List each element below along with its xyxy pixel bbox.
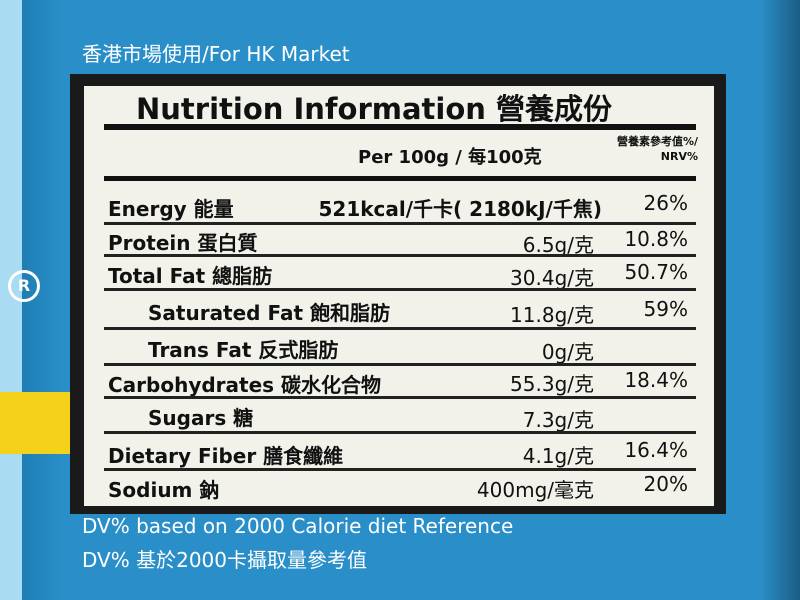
market-label: 香港市場使用/For HK Market (82, 42, 350, 66)
panel-title: Nutrition Information 營養成份 (136, 92, 613, 126)
nrv-header-line2: NRV% (660, 150, 698, 163)
row-divider (104, 288, 696, 291)
nrv-header: 營養素參考值%/ NRV% (574, 134, 698, 164)
nutrition-panel (84, 86, 714, 506)
row-divider (104, 431, 696, 434)
nutrient-nrv-saturated-fat: 59% (643, 297, 688, 321)
row-divider (104, 222, 696, 225)
nutrient-name-protein: Protein 蛋白質 (108, 231, 258, 255)
nutrient-name-carbohydrates: Carbohydrates 碳水化合物 (108, 373, 382, 397)
nutrient-nrv-energy: 26% (643, 191, 688, 215)
row-divider (104, 327, 696, 330)
per-100g-header: Per 100g / 每100克 (358, 147, 542, 168)
nutrient-amount-trans-fat: 0g/克 (541, 340, 594, 364)
nrv-header-line1: 營養素參考值%/ (616, 135, 698, 148)
nutrient-amount-total-fat: 30.4g/克 (510, 266, 594, 290)
nutrient-name-total-fat: Total Fat 總脂肪 (108, 264, 273, 288)
nutrient-name-trans-fat: Trans Fat 反式脂肪 (148, 338, 339, 362)
registered-mark-icon: R (8, 270, 40, 302)
row-divider (104, 396, 696, 399)
row-divider (104, 254, 696, 257)
header-rule (104, 176, 696, 181)
row-divider (104, 363, 696, 366)
nutrient-nrv-protein: 10.8% (624, 227, 688, 251)
dv-footnote-chinese: DV% 基於2000卡攝取量參考值 (82, 548, 367, 572)
title-rule (104, 124, 696, 130)
nutrient-nrv-dietary-fiber: 16.4% (624, 438, 688, 462)
nutrient-amount-dietary-fiber: 4.1g/克 (522, 444, 594, 468)
nutrient-nrv-carbohydrates: 18.4% (624, 368, 688, 392)
row-divider (104, 468, 696, 471)
dv-footnote-english: DV% based on 2000 Calorie diet Reference (82, 514, 514, 538)
nutrient-name-sodium: Sodium 鈉 (108, 478, 220, 502)
nutrient-name-sugars: Sugars 糖 (148, 406, 254, 430)
nutrient-amount-sugars: 7.3g/克 (522, 408, 594, 432)
nutrient-amount-saturated-fat: 11.8g/克 (510, 303, 594, 327)
nutrient-name-saturated-fat: Saturated Fat 飽和脂肪 (148, 301, 390, 325)
nutrient-amount-carbohydrates: 55.3g/克 (510, 372, 594, 396)
package-right-shade (760, 0, 800, 600)
nutrient-nrv-sodium: 20% (643, 472, 688, 496)
nutrient-nrv-total-fat: 50.7% (624, 260, 688, 284)
nutrient-amount-energy: 521kcal/千卡( 2180kJ/千焦) (318, 197, 602, 221)
yellow-stripe (0, 392, 70, 454)
nutrient-name-energy: Energy 能量 (108, 197, 234, 221)
nutrient-amount-sodium: 400mg/毫克 (476, 478, 594, 502)
nutrient-name-dietary-fiber: Dietary Fiber 膳食纖維 (108, 444, 344, 468)
nutrient-amount-protein: 6.5g/克 (522, 233, 594, 257)
